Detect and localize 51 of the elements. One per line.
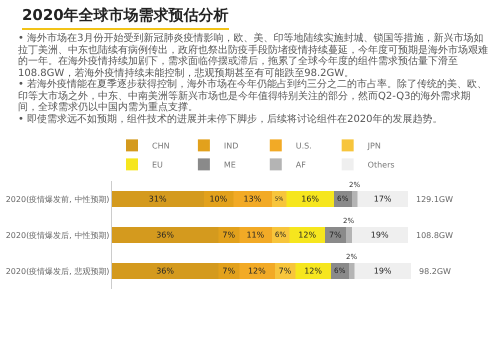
data-label: 13% [244,194,262,204]
data-label: 31% [148,194,167,204]
legend-label: IND [224,141,238,150]
bar [296,262,332,280]
chart-title: 2020年全球市场需求预估分析 [22,6,229,30]
bar [286,190,334,208]
bar [290,226,326,244]
bar [346,226,352,244]
data-label: 6% [274,230,286,240]
data-label: 17% [374,194,392,204]
legend-label: EU [152,160,164,170]
data-label: 7% [222,230,236,240]
text: • 海外市场在3月份开始受到新冠肺炎疫情影响，欧、美、印等地陆续实施封城、锁国等措施，新兴市场如拉丁美洲、中东也陆续有病例传出，政府也祭出防疫手段防堵疫情持续蔓延，今年度可预期是海外市场艰难的一年。在海外疫情持续加剧下，需求面临停摆或滞后，拖累了全球今年度的组件需求预估量下滑至108.8GW，若海外疫情持续未能控制，悲观预期甚至有可能跌至98.2GW。 [18,33,489,78]
data-label: 36% [156,266,174,276]
legend-label: CHN [152,141,170,150]
bar [112,190,204,208]
bar [112,226,219,244]
data-label: 16% [301,194,320,204]
bar [354,262,411,280]
data-label: 7% [278,266,292,276]
bar [352,226,408,244]
data-label: 11% [246,230,265,240]
data-label: 19% [370,230,389,240]
y-tick-label: 2020(疫情爆发后, 中性预期) [6,230,110,240]
bar [352,190,358,208]
y-tick-label: 2020(疫情爆发前, 中性预期) [6,194,110,204]
legend-label: AF [296,160,306,170]
legend-label: JPN [366,141,381,150]
data-label: 36% [156,230,174,240]
data-label: 10% [209,194,228,204]
text: 98.2GW [419,267,452,276]
bar [233,190,272,208]
legend-label: U.S. [296,141,312,150]
bar [348,262,355,280]
data-label: 12% [304,266,322,276]
data-label: 6% [334,266,346,276]
y-tick-label: 2020(疫情爆发后, 悲观预期) [6,266,110,276]
data-label: 7% [222,266,236,276]
legend-label: ME [224,160,236,170]
bar [358,190,408,208]
text: 108.8GW [416,231,454,240]
bar [112,262,219,280]
data-label: 12% [248,266,266,276]
data-label: 7% [328,230,342,240]
data-label: 6% [337,194,349,204]
legend-label: Others [368,160,395,170]
text: 129.1GW [416,195,454,204]
data-label: 19% [374,266,392,276]
text: • 即使需求远不如预期，组件技术的进展并未停下脚步，后续将讨论组件在2020年的发展趋势。 [18,114,444,125]
text: • 若海外疫情能在夏季逐步获得控制，海外市场在今年仍能占到约三分之二的市占率。除了传统的美、欧、印等大市场之外，中东、中南美洲等新兴市场也是今年值得特别关注的部分，然而Q2-Q3的海外需求期间，全球需求仍以中国内需为重点支撑。 [18,79,488,114]
data-label: 12% [298,230,316,240]
